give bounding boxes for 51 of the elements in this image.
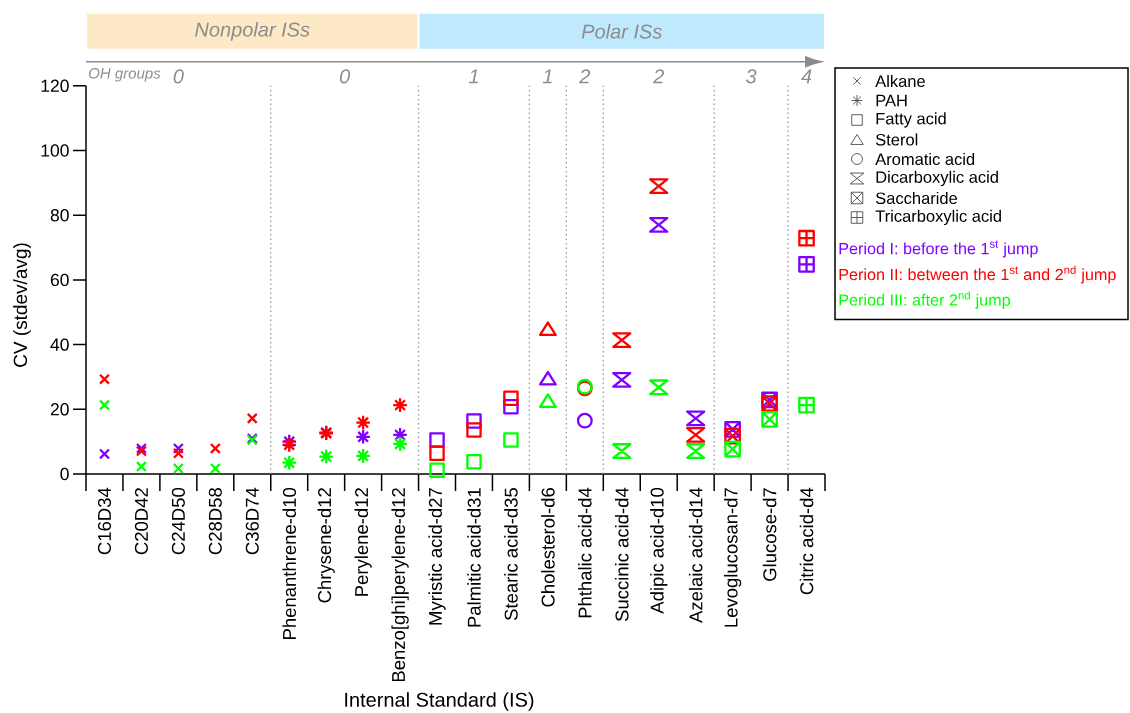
x-tick-label: Myristic acid-d27 bbox=[428, 488, 446, 625]
text: 2 bbox=[653, 69, 664, 84]
text: 4 bbox=[801, 69, 812, 84]
text: 1 bbox=[542, 69, 552, 84]
x-tick-label: Succinic acid-d4 bbox=[614, 487, 629, 622]
text: PAH bbox=[876, 94, 907, 107]
x-tick-label: Perylene-d12 bbox=[354, 488, 372, 596]
x-tick-label: Phenanthrene-d10 bbox=[282, 487, 297, 639]
text: Perion II: between the 1$^{st}$ and 2$^{nd}$ jump bbox=[839, 265, 1116, 284]
x-tick-label: Palmitic acid-d31 bbox=[467, 488, 481, 627]
x-tick-label: Benzo[ghi]perylene-d12 bbox=[391, 488, 409, 682]
text: Aromatic acid bbox=[875, 152, 975, 166]
x-tick-label: C28D58 bbox=[208, 488, 222, 555]
text: 1 bbox=[468, 69, 478, 84]
x-tick-label: Azelaic acid-d14 bbox=[688, 487, 703, 623]
y-axis-title: CV (stdev/avg) bbox=[13, 243, 31, 367]
x-tick-label: C16D34 bbox=[97, 487, 112, 555]
text: Tricarboxylic acid bbox=[875, 209, 1001, 226]
text: Nonpolar ISs bbox=[195, 21, 310, 41]
x-tick-label: Adipic acid-d10 bbox=[650, 487, 668, 614]
text: Period I: before the 1$^{st}$ jump bbox=[839, 240, 1038, 258]
text: Fatty acid bbox=[876, 112, 946, 128]
y-tick-label: 0 bbox=[60, 467, 69, 481]
x2-axis-title: OH groups bbox=[89, 68, 161, 82]
text: Saccharide bbox=[875, 191, 958, 205]
x-tick-label: C24D50 bbox=[171, 487, 185, 555]
text: 3 bbox=[746, 69, 757, 84]
x-axis-title: Internal Standard (IS) bbox=[345, 692, 534, 711]
x-tick-label: C36D74 bbox=[245, 487, 259, 555]
text: Period III: after 2$^{nd}$ jump bbox=[839, 291, 1011, 309]
text: Dicarboxylic acid bbox=[876, 170, 998, 187]
x-tick-label: Phthalic acid-d4 bbox=[578, 487, 592, 618]
y-tick-label: 20 bbox=[50, 403, 69, 416]
x-tick-label: Stearic acid-d35 bbox=[504, 488, 518, 621]
text: 2 bbox=[579, 69, 591, 84]
y-tick-label: 120 bbox=[41, 79, 69, 92]
text: Polar ISs bbox=[581, 23, 662, 39]
y-tick-label: 80 bbox=[50, 209, 69, 222]
x-tick-label: Chrysene-d12 bbox=[317, 488, 335, 603]
text: Alkane bbox=[875, 74, 925, 88]
x-tick-label: Levoglucosan-d7 bbox=[724, 488, 742, 627]
x-tick-label: Cholesterol-d6 bbox=[541, 488, 555, 607]
y-tick-label: 100 bbox=[41, 144, 69, 157]
y-tick-label: 40 bbox=[50, 338, 69, 351]
y-tick-label: 60 bbox=[50, 273, 69, 287]
x-tick-label: C20D42 bbox=[134, 488, 148, 555]
text: 0 bbox=[173, 69, 184, 84]
text: Sterol bbox=[875, 133, 918, 146]
text: 0 bbox=[339, 69, 351, 84]
x-tick-label: Citric acid-d4 bbox=[799, 487, 814, 595]
x-tick-label: Glucose-d7 bbox=[762, 488, 777, 581]
